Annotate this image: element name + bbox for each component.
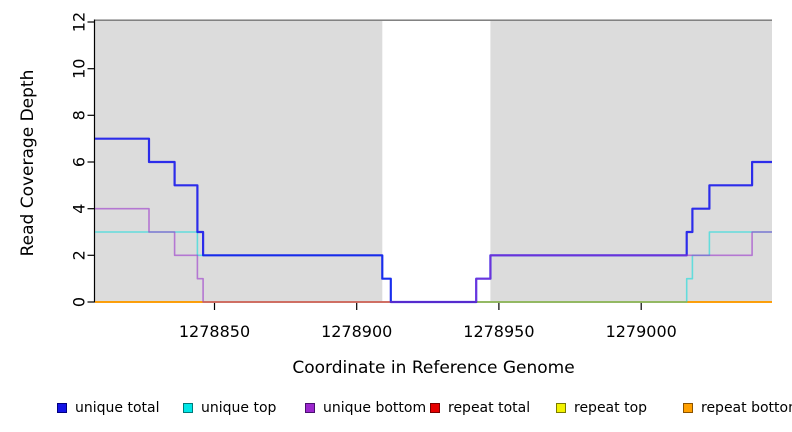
series-line-unique-bottom <box>95 207 772 303</box>
x-tick-label: 1278950 <box>463 322 534 341</box>
legend-item-unique-total: unique total <box>57 399 159 417</box>
legend-item-repeat-bottom: repeat bottom <box>683 399 792 417</box>
legend: unique total unique top unique bottom repea… <box>0 399 792 419</box>
legend-item-unique-top: unique top <box>183 399 276 417</box>
y-tick-label: 12 <box>70 12 89 32</box>
legend-item-repeat-top: repeat top <box>556 399 647 417</box>
y-tick-label: 0 <box>70 297 89 307</box>
legend-item-unique-bottom: unique bottom <box>305 399 426 417</box>
y-tick-label: 10 <box>70 59 89 79</box>
legend-item-repeat-total: repeat total <box>430 399 530 417</box>
x-tick-label: 1278850 <box>179 322 250 341</box>
y-tick-label: 2 <box>70 250 89 260</box>
repeat-total-swatch-icon <box>430 403 440 413</box>
legend-item-label: unique bottom <box>323 400 427 416</box>
coverage-region <box>490 21 772 302</box>
repeat-top-swatch-icon <box>556 403 566 413</box>
legend-item-label: repeat top <box>574 400 648 416</box>
y-tick-label: 6 <box>70 157 89 167</box>
legend-item-label: unique total <box>75 400 160 416</box>
y-tick-label: 4 <box>70 204 89 214</box>
y-tick-label: 8 <box>70 110 89 120</box>
legend-item-label: repeat bottom <box>701 400 792 416</box>
x-tick-label: 1279000 <box>606 322 677 341</box>
legend-item-label: repeat total <box>448 400 531 416</box>
x-tick-label: 1278900 <box>321 322 392 341</box>
y-axis-title: Read Coverage Depth <box>18 69 38 257</box>
x-axis-title: Coordinate in Reference Genome <box>292 358 575 378</box>
unique-total-swatch-icon <box>57 403 67 413</box>
unique-bottom-swatch-icon <box>305 403 315 413</box>
coverage-region <box>95 21 383 302</box>
unique-top-swatch-icon <box>183 403 193 413</box>
repeat-bottom-swatch-icon <box>683 403 693 413</box>
legend-item-label: unique top <box>201 400 277 416</box>
